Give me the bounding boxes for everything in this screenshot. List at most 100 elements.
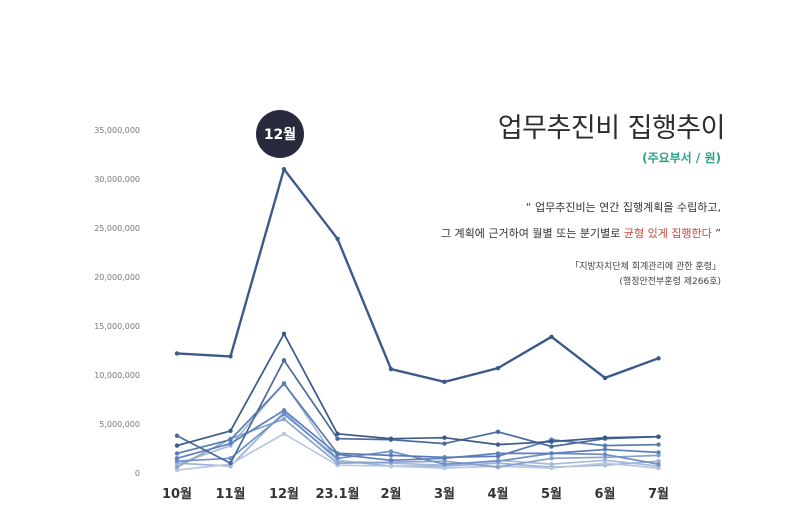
x-tick-label: 3월 — [434, 486, 455, 502]
y-axis-ticks: 0 5,000,000 10,000,000 15,000,000 20,000,000… — [94, 126, 140, 478]
data-point — [656, 356, 661, 361]
data-point — [281, 431, 287, 436]
data-point — [388, 449, 394, 454]
series-line — [176, 381, 659, 467]
data-point — [442, 461, 447, 467]
data-point — [388, 453, 394, 458]
highlight-month-badge: 12월 — [256, 110, 304, 158]
x-tick-label: 5월 — [541, 486, 562, 502]
data-point — [442, 379, 447, 385]
data-point — [174, 456, 180, 461]
data-point — [174, 433, 180, 438]
data-point — [228, 428, 233, 434]
quote-line-2: 그 계획에 근거하여 월별 또는 분기별로 균형 있게 집행한다 ” — [441, 225, 721, 241]
series-lines — [174, 167, 661, 473]
data-point — [602, 447, 608, 452]
data-point — [335, 461, 340, 466]
data-point — [174, 464, 180, 470]
data-point — [281, 412, 287, 417]
x-tick-label: 7월 — [648, 486, 669, 502]
data-point — [228, 437, 233, 442]
data-point — [495, 442, 501, 447]
quote-open-mark: “ — [525, 201, 532, 214]
data-point — [442, 441, 447, 446]
data-point — [549, 439, 554, 444]
y-tick-label: 15,000,000 — [94, 322, 140, 331]
quote-text-1: 업무추진비는 연간 집행계획을 수립하고, — [534, 201, 721, 214]
y-tick-label: 30,000,000 — [94, 175, 140, 184]
data-point — [549, 461, 554, 467]
series-line — [176, 359, 659, 465]
chart-title: 업무추진비 집행추이 — [497, 113, 726, 144]
data-point — [335, 431, 340, 436]
series-line — [176, 413, 659, 466]
data-point — [174, 351, 180, 356]
x-tick-label: 23.1월 — [315, 486, 359, 502]
data-point — [656, 434, 661, 439]
data-point — [335, 456, 340, 461]
data-point — [656, 450, 661, 455]
quote-line-1: “ 업무추진비는 연간 집행계획을 수립하고, — [526, 199, 721, 215]
quote-text-2: 그 계획에 근거하여 월별 또는 분기별로 — [440, 227, 621, 240]
data-point — [656, 442, 661, 447]
data-point — [442, 435, 447, 440]
data-point — [602, 443, 608, 448]
data-point — [335, 436, 340, 441]
data-point — [495, 464, 501, 470]
data-point — [281, 167, 287, 172]
series-line — [176, 409, 659, 462]
data-point — [174, 451, 180, 456]
data-point — [549, 451, 554, 456]
data-point — [495, 429, 501, 435]
source-line-2: (행정안전부훈령 제266호) — [619, 277, 721, 287]
source-line-1: 「지방자치단체 회계관리에 관한 훈령」 — [570, 262, 721, 272]
data-point — [495, 459, 501, 464]
data-point — [281, 331, 287, 337]
y-tick-label: 10,000,000 — [94, 371, 140, 380]
data-point — [495, 365, 501, 371]
data-point — [549, 465, 554, 471]
data-point — [388, 436, 394, 441]
data-point — [335, 236, 340, 241]
x-tick-label: 2월 — [380, 486, 401, 502]
data-point — [281, 416, 287, 422]
data-point — [602, 452, 608, 457]
data-point — [388, 366, 394, 372]
x-tick-label: 10월 — [162, 486, 192, 502]
data-point — [602, 435, 608, 440]
x-tick-label: 11월 — [215, 486, 245, 502]
data-point — [549, 456, 554, 461]
data-point — [228, 354, 233, 359]
x-tick-label: 12월 — [269, 486, 299, 502]
chart-subtitle: (주요부서 / 원) — [642, 151, 721, 165]
quote-close-mark: ” — [715, 227, 721, 240]
x-tick-label: 6월 — [594, 486, 615, 502]
data-point — [228, 441, 233, 446]
series-line — [176, 332, 659, 447]
data-point — [281, 381, 287, 387]
series-line — [176, 167, 659, 384]
data-point — [602, 375, 608, 381]
series-line — [176, 418, 659, 468]
y-tick-label: 35,000,000 — [94, 126, 140, 135]
data-point — [656, 461, 661, 467]
data-point — [228, 461, 233, 466]
y-tick-label: 5,000,000 — [99, 420, 140, 429]
data-point — [495, 454, 501, 459]
data-point — [442, 455, 447, 460]
y-tick-label: 25,000,000 — [94, 224, 140, 233]
data-point — [174, 443, 180, 448]
data-point — [281, 408, 287, 413]
x-tick-label: 4월 — [487, 486, 508, 502]
series-line — [176, 432, 659, 471]
data-point — [549, 334, 554, 339]
quote-highlight: 균형 있게 집행한다 — [623, 227, 712, 240]
data-point — [281, 358, 287, 363]
data-point — [335, 451, 340, 456]
data-point — [388, 458, 394, 463]
y-tick-label: 20,000,000 — [94, 273, 140, 282]
data-point — [549, 444, 554, 449]
y-tick-label: 0 — [135, 469, 140, 478]
x-axis-ticks: 10월 11월 12월 23.1월 2월 3월 4월 5월 6월 7월 — [162, 486, 669, 502]
